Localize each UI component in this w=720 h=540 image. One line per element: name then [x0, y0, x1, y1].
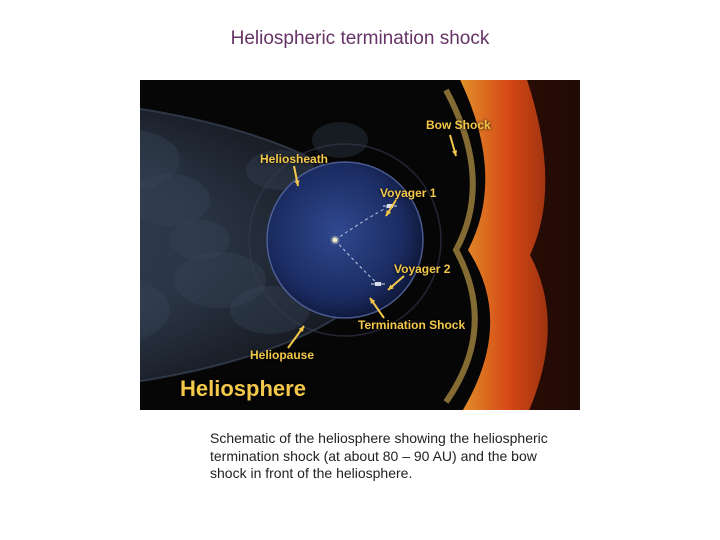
diagram-canvas — [140, 80, 580, 410]
label-heliosheath: Heliosheath — [260, 152, 328, 166]
figure-caption: Schematic of the heliosphere showing the… — [210, 430, 550, 483]
label-bowshock: Bow Shock — [426, 118, 491, 132]
slide-title: Heliospheric termination shock — [0, 28, 720, 50]
label-voyager2: Voyager 2 — [394, 262, 450, 276]
heliosphere-diagram: Bow Shock Heliosheath Voyager 1 Voyager 2 Te… — [140, 80, 580, 410]
label-termshock: Termination Shock — [358, 318, 465, 332]
label-heliopause: Heliopause — [250, 348, 314, 362]
heliosphere-label: Heliosphere — [180, 376, 306, 402]
label-voyager1: Voyager 1 — [380, 186, 436, 200]
